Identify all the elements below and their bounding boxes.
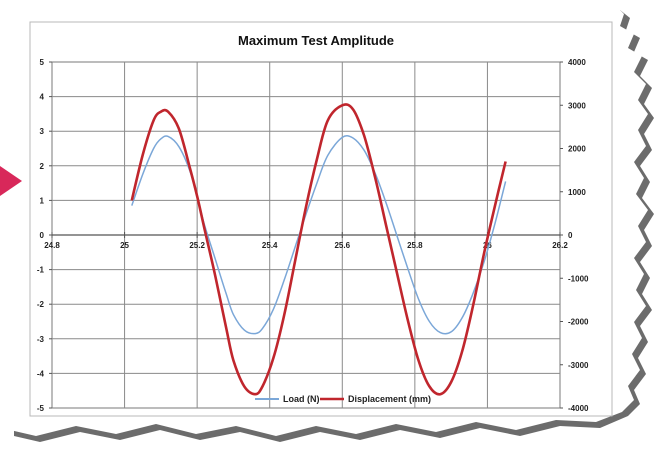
y-tick-label: 3	[40, 127, 45, 136]
x-tick-label: 25.8	[407, 241, 423, 250]
y2-tick-label: -4000	[568, 404, 589, 413]
x-tick-label: 26.2	[552, 241, 568, 250]
x-tick-label: 25.4	[262, 241, 278, 250]
chart-border	[29, 21, 613, 417]
x-tick-label: 25	[120, 241, 129, 250]
pointer-arrow-icon	[0, 166, 22, 196]
y-tick-label: 2	[40, 162, 45, 171]
x-tick-label: 26	[483, 241, 492, 250]
y2-tick-label: -2000	[568, 318, 589, 327]
y-tick-label: 0	[40, 231, 45, 240]
y-tick-label: 4	[40, 93, 45, 102]
y-tick-label: 1	[40, 196, 45, 205]
legend-entry-load-label: Load (N)	[283, 394, 320, 404]
y2-tick-label: 4000	[568, 58, 586, 67]
y2-tick-label: 1000	[568, 188, 586, 197]
legend-entry-displacement-label: Displacement (mm)	[348, 394, 431, 404]
y-tick-label: 5	[40, 58, 45, 67]
y2-tick-label: 2000	[568, 145, 586, 154]
y-tick-label: -1	[37, 266, 45, 275]
x-tick-label: 25.6	[334, 241, 350, 250]
y-tick-label: -3	[37, 335, 45, 344]
x-tick-label: 25.2	[189, 241, 205, 250]
y-tick-label: -2	[37, 300, 45, 309]
y-tick-label: -5	[37, 404, 45, 413]
axes: 24.8 25 25.2 25.4 25.6 25.8 26 26.2 5 4 3 2 1 0 -1 -2 -3…	[37, 58, 589, 413]
legend: Load (N) Displacement (mm)	[255, 394, 431, 404]
x-tick-label: 24.8	[44, 241, 60, 250]
y2-tick-label: -1000	[568, 274, 589, 283]
y2-tick-label: 3000	[568, 101, 586, 110]
chart-title: Maximum Test Amplitude	[238, 33, 394, 48]
series-line-displacement	[130, 103, 507, 396]
series-layer	[130, 103, 507, 396]
y2-tick-label: -3000	[568, 361, 589, 370]
y-tick-label: -4	[37, 369, 45, 378]
y2-tick-label: 0	[568, 231, 573, 240]
